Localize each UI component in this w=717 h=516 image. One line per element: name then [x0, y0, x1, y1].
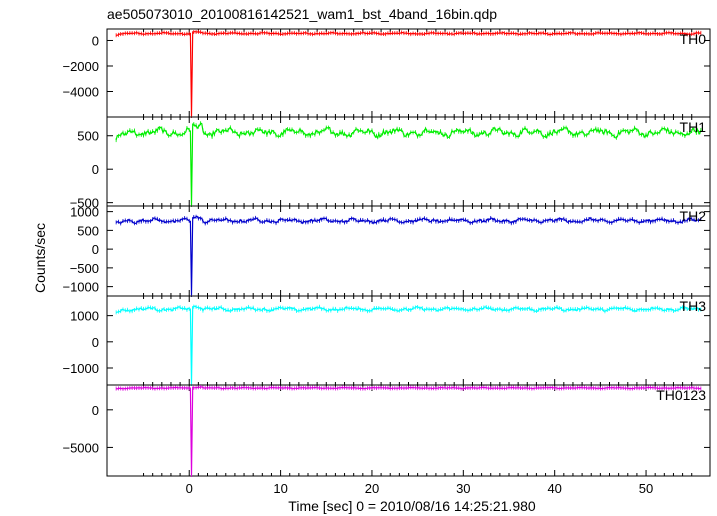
- panel-frame: [106, 28, 711, 118]
- y-tick-label: 0: [92, 162, 99, 177]
- y-tick-label: 500: [77, 223, 99, 238]
- panel-label-th1: TH1: [680, 119, 707, 135]
- panel-th0123: 0 −5000 TH0123: [62, 384, 711, 477]
- panels-group: 0 −2000 −4000 TH0 500 0 −500 TH1 1000 500 0 −500 −10…: [62, 28, 711, 477]
- y-tick-label: −1000: [62, 361, 99, 376]
- x-tick-label: 0: [186, 481, 193, 496]
- x-tick-labels: 0 10 20 30 40 50: [186, 481, 654, 496]
- x-tick-label: 30: [456, 481, 470, 496]
- panel-th3: 1000 0 −1000 TH3: [62, 295, 711, 386]
- y-tick-label: 0: [92, 335, 99, 350]
- panel-frame: [106, 384, 711, 477]
- x-axis-title: Time [sec] 0 = 2010/08/16 14:25:21.980: [288, 498, 536, 514]
- y-tick-label: −5000: [62, 440, 99, 455]
- panel-frame: [106, 116, 711, 207]
- y-tick-label: 500: [77, 129, 99, 144]
- x-tick-label: 10: [273, 481, 287, 496]
- y-tick-label: −500: [70, 196, 99, 211]
- y-tick-label: 0: [92, 33, 99, 48]
- y-tick-label: 0: [92, 242, 99, 257]
- series-line-th0: [116, 30, 702, 117]
- y-tick-label: −1000: [62, 280, 99, 295]
- x-tick-label: 50: [639, 481, 653, 496]
- x-tick-label: 40: [547, 481, 561, 496]
- panel-label-th3: TH3: [680, 298, 707, 314]
- y-tick-label: −2000: [62, 59, 99, 74]
- y-tick-label: 1000: [70, 205, 99, 220]
- panel-label-th2: TH2: [680, 208, 707, 224]
- y-tick-label: −4000: [62, 84, 99, 99]
- panel-label-th0123: TH0123: [656, 387, 706, 403]
- series-line-th0123: [115, 386, 701, 476]
- y-tick-label: 0: [92, 403, 99, 418]
- panel-label-th0: TH0: [680, 31, 707, 47]
- panel-th2: 1000 500 0 −500 −1000 TH2: [62, 205, 711, 297]
- y-axis-title: Counts/sec: [32, 223, 48, 293]
- panel-th1: 500 0 −500 TH1: [70, 116, 711, 211]
- y-tick-label: 1000: [70, 309, 99, 324]
- figure-title: ae505073010_20100816142521_wam1_bst_4ban…: [107, 6, 497, 22]
- y-tick-label: −500: [70, 261, 99, 276]
- series-line-th2: [115, 215, 702, 296]
- series-line-th3: [116, 305, 702, 385]
- panel-th0: 0 −2000 −4000 TH0: [62, 28, 711, 118]
- x-tick-label: 20: [365, 481, 379, 496]
